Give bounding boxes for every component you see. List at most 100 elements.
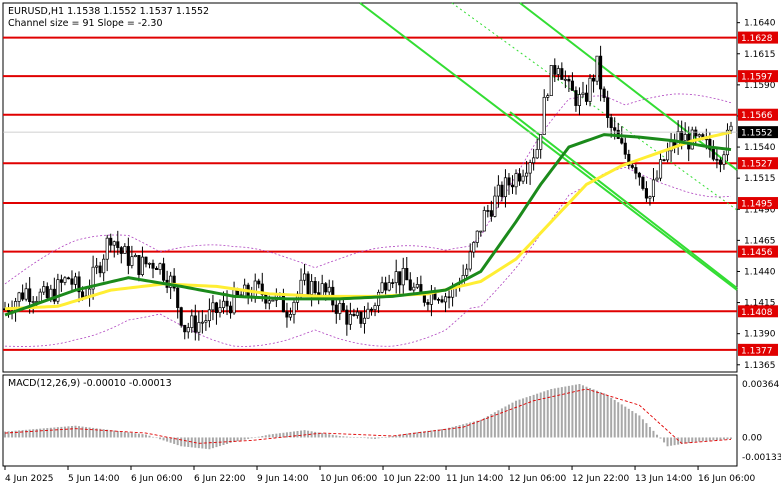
macd-bar-44 [159, 437, 162, 440]
macd-bar-141 [500, 408, 503, 438]
macd-bar-118 [419, 431, 422, 438]
candle-body-10 [38, 291, 42, 302]
candle-body-91 [324, 283, 328, 293]
candle-body-123 [436, 298, 441, 301]
symbol-info: EURUSD,H1 1.1538 1.1552 1.1537 1.1552 [8, 6, 209, 17]
candle-body-160 [567, 78, 571, 82]
macd-bar-45 [162, 437, 165, 441]
macd-bar-20 [74, 425, 77, 438]
macd-bar-15 [56, 427, 59, 438]
macd-bar-41 [148, 435, 151, 438]
macd-bar-147 [522, 398, 525, 438]
macd-bar-103 [367, 437, 369, 439]
candle-body-35 [126, 246, 130, 266]
macd-bar-32 [116, 431, 119, 438]
macd-bar-175 [620, 404, 623, 438]
candle-body-149 [528, 162, 532, 174]
candle-body-167 [592, 77, 596, 82]
candle-body-178 [630, 165, 634, 168]
candle-body-84 [299, 279, 303, 295]
macd-bar-165 [585, 386, 588, 438]
candle-body-142 [503, 177, 507, 198]
candle-body-168 [595, 55, 599, 82]
candle-body-153 [542, 96, 546, 135]
x-tick-label-9: 12 Jun 22:00 [572, 474, 629, 484]
candle-body-57 [204, 320, 208, 323]
macd-bar-87 [310, 431, 313, 438]
macd-bar-111 [395, 435, 398, 438]
macd-bar-161 [571, 385, 574, 438]
macd-bar-112 [398, 434, 401, 438]
macd-bar-52 [187, 437, 190, 448]
candle-body-18 [66, 277, 70, 280]
candle-body-60 [214, 302, 219, 313]
candle-body-7 [28, 288, 32, 303]
candle-body-158 [560, 68, 564, 80]
macd-bar-113 [402, 434, 405, 438]
candle-body-109 [387, 282, 391, 291]
macd-bar-179 [634, 413, 637, 438]
candle-body-179 [634, 167, 638, 174]
candle-body-193 [683, 134, 687, 141]
candle-body-27 [98, 265, 102, 274]
candle-body-19 [70, 278, 74, 285]
macd-bar-81 [289, 431, 292, 438]
price-panel-frame [2, 2, 738, 373]
macd-bar-2 [11, 431, 14, 438]
macd-bar-204 [722, 437, 725, 440]
macd-bar-185 [655, 434, 658, 438]
macd-bar-202 [715, 437, 718, 441]
macd-bar-156 [553, 388, 556, 438]
candle-body-81 [288, 314, 293, 318]
macd-signal-line [4, 388, 732, 444]
macd-bar-190 [673, 437, 676, 446]
macd-bar-63 [226, 437, 229, 444]
candle-body-140 [496, 184, 500, 197]
candle-body-13 [49, 288, 53, 299]
macd-bar-199 [705, 437, 708, 441]
candle-body-30 [109, 237, 113, 246]
candle-body-145 [514, 173, 518, 188]
macd-bar-162 [574, 384, 577, 438]
macd-bar-151 [536, 393, 539, 438]
macd-bar-56 [201, 437, 204, 449]
macd-bar-201 [712, 437, 715, 441]
macd-bar-182 [645, 423, 648, 438]
macd-bar-148 [525, 397, 528, 438]
channel-dotted-line [451, 2, 738, 211]
macd-bar-189 [670, 437, 673, 446]
ma-fast-line [4, 133, 732, 317]
macd-bar-196 [694, 437, 697, 442]
macd-bar-89 [317, 432, 320, 438]
macd-bar-73 [261, 435, 264, 438]
macd-bar-13 [49, 427, 52, 438]
level-label-1: 1.1597 [741, 73, 773, 83]
macd-bar-82 [292, 431, 295, 438]
macd-bar-114 [405, 433, 408, 438]
macd-bar-194 [687, 437, 690, 443]
candle-body-181 [641, 176, 645, 189]
macd-bar-85 [303, 430, 306, 438]
level-label-0: 1.1628 [741, 34, 773, 44]
macd-bar-4 [18, 430, 21, 438]
candle-body-36 [130, 256, 134, 266]
candle-body-133 [472, 242, 476, 253]
candle-body-162 [574, 90, 578, 106]
candle-body-54 [193, 315, 197, 333]
candle-body-96 [341, 303, 345, 311]
macd-bar-132 [469, 422, 472, 438]
macd-bar-79 [282, 432, 285, 438]
macd-bar-86 [307, 430, 310, 438]
macd-bar-58 [208, 437, 211, 450]
candle-body-148 [525, 172, 529, 177]
candle-body-12 [45, 286, 49, 299]
macd-bar-183 [648, 426, 651, 438]
candle-body-175 [620, 138, 624, 144]
macd-label: MACD(12,26,9) -0.00010 -0.00013 [8, 378, 172, 389]
candle-body-172 [609, 117, 613, 129]
macd-bar-70 [250, 437, 253, 439]
candle-body-202 [715, 158, 719, 161]
macd-bar-130 [462, 424, 465, 438]
y-tick-label-2: 1.1590 [744, 81, 776, 91]
macd-bar-158 [560, 387, 563, 438]
